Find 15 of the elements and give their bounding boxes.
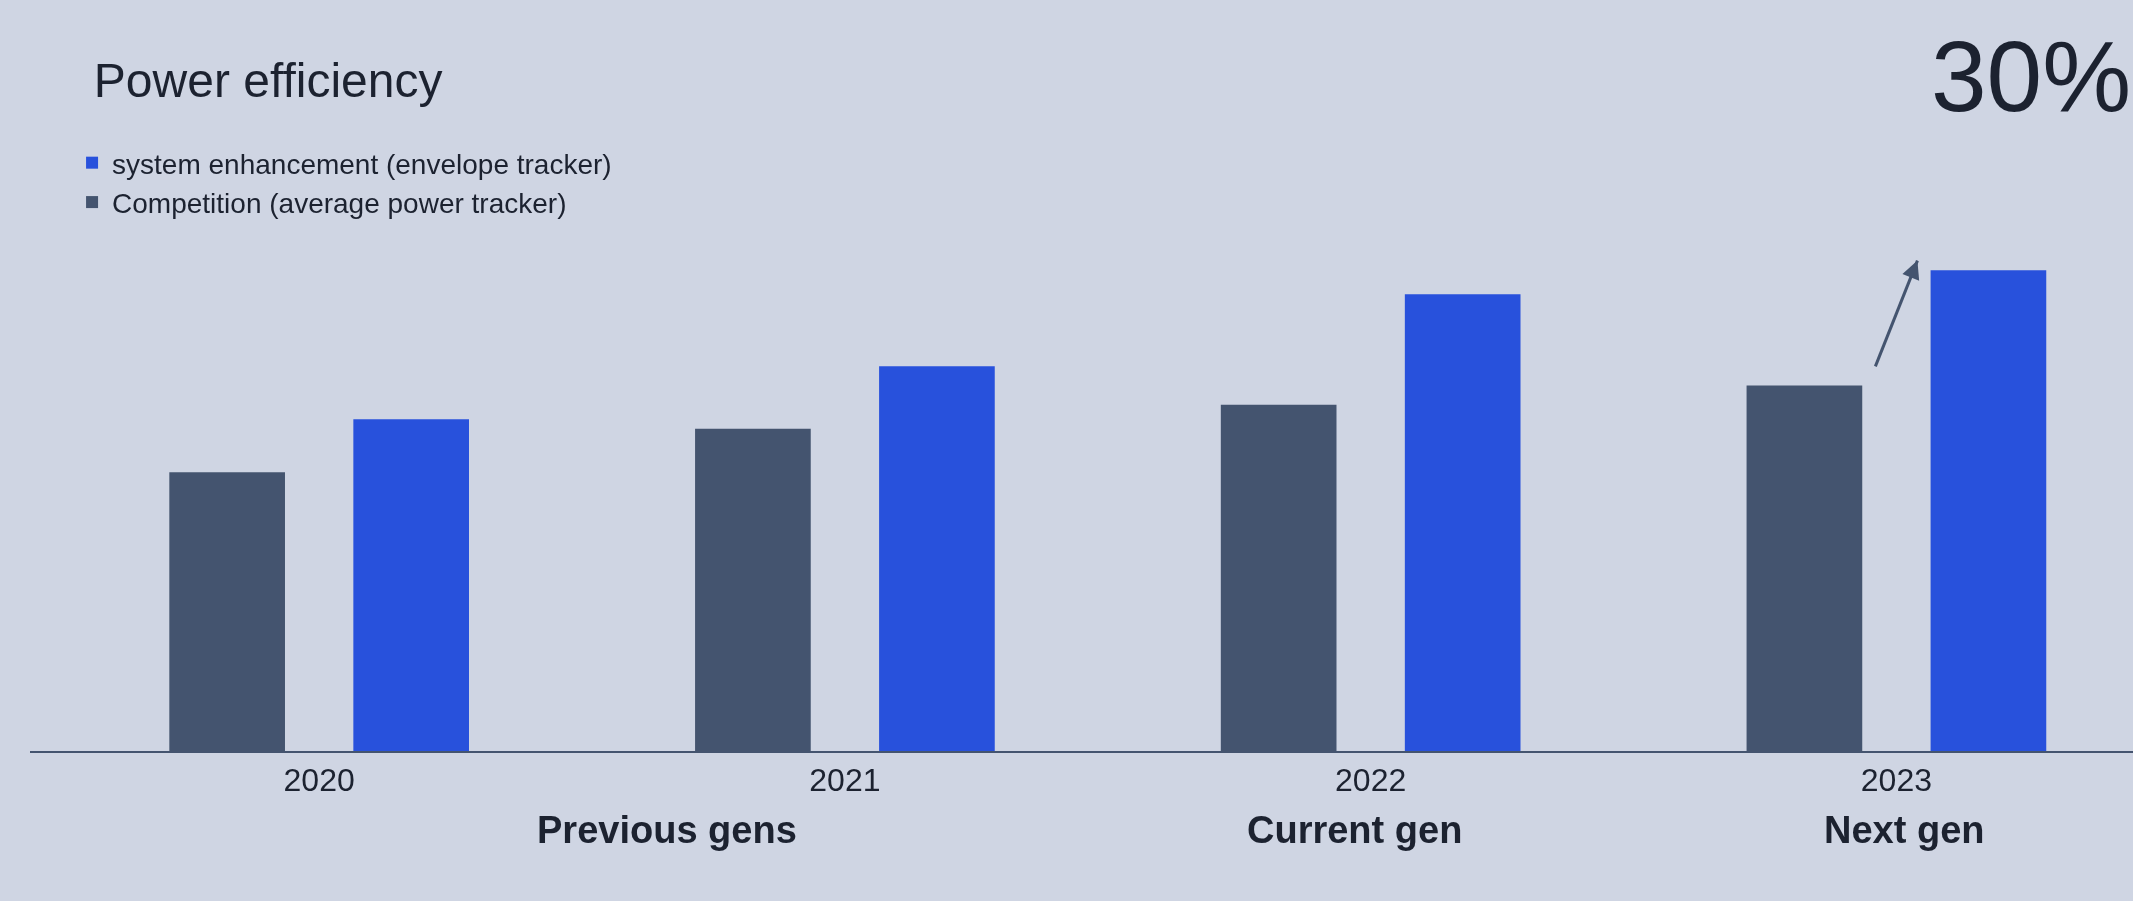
bar bbox=[1930, 270, 2047, 751]
x-tick-label: 2020 bbox=[283, 762, 355, 799]
text: 30% bbox=[1931, 20, 2132, 132]
legend-label: Competition (average power tracker) bbox=[112, 188, 567, 219]
text: Next gen bbox=[1824, 809, 1985, 851]
text: Current gen bbox=[1247, 809, 1463, 851]
legend-label: system enhancement (envelope tracker) bbox=[112, 148, 612, 180]
x-tick-label: 2023 bbox=[1860, 762, 1932, 799]
bar bbox=[353, 419, 469, 751]
bar bbox=[1404, 294, 1521, 751]
x-tick-label: 2022 bbox=[1335, 762, 1407, 799]
bar bbox=[879, 366, 995, 751]
chart-title: Power efficiency bbox=[93, 53, 443, 107]
x-tick-label: 2021 bbox=[809, 762, 881, 799]
text: Previous gens bbox=[537, 809, 797, 851]
